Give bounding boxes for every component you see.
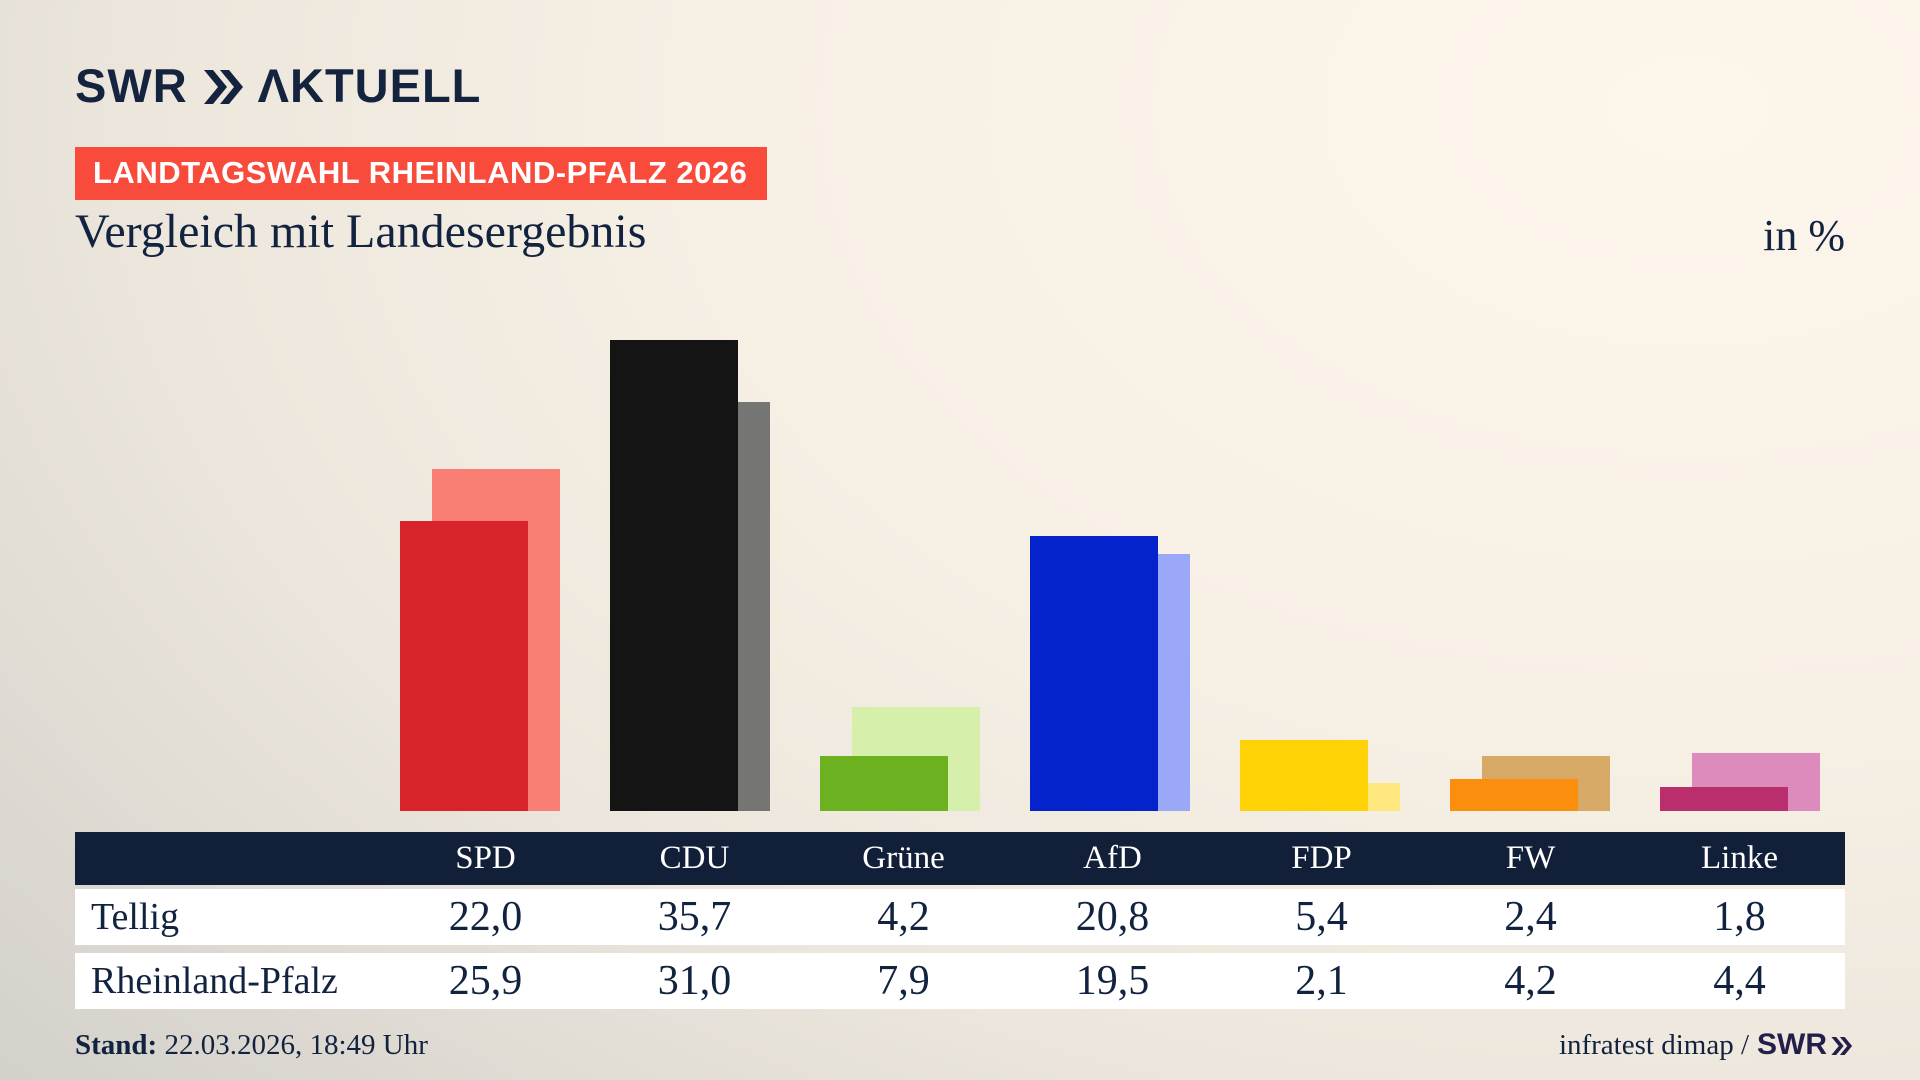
result-table: SPD CDU Grüne AfD FDP FW Linke Tellig 22,0 35,7 4… [75, 832, 1845, 1009]
header-FW: FW [1505, 840, 1556, 876]
header-FDP: FDP [1291, 840, 1352, 876]
bar-group-Linke [1660, 270, 1820, 811]
header-AfD: AfD [1083, 840, 1142, 876]
bar-Tellig-FDP [1240, 739, 1368, 811]
value-Rheinland-Pfalz-CDU: 31,0 [657, 958, 732, 1004]
value-Tellig-FDP: 5,4 [1295, 894, 1348, 940]
value-Rheinland-Pfalz-AfD: 19,5 [1075, 958, 1150, 1004]
swr-aktuell-logo: SWR ΛKTUELL [75, 58, 481, 113]
chart-title: Vergleich mit Landesergebnis [75, 205, 647, 258]
bar-Tellig-Linke [1660, 787, 1788, 811]
header-Grüne: Grüne [862, 840, 945, 876]
table-row-Rheinland-Pfalz: Rheinland-Pfalz 25,9 31,0 7,9 19,5 2,1 4,2 4,4 [75, 953, 1845, 1009]
logo-swr-text: SWR [75, 59, 188, 112]
source-swr-text: SWR [1757, 1028, 1827, 1061]
bar-chart [75, 270, 1845, 811]
header-Linke: Linke [1701, 840, 1778, 876]
logo-aktuell-text: ΛKTUELL [257, 59, 482, 112]
header-SPD: SPD [455, 840, 516, 876]
bar-group-Grüne [820, 270, 980, 811]
bar-group-FW [1450, 270, 1610, 811]
stand-value: 22.03.2026, 18:49 Uhr [164, 1028, 428, 1061]
value-Rheinland-Pfalz-Linke: 4,4 [1713, 958, 1766, 1004]
source-credit: infratest dimap / SWR [1559, 1028, 1853, 1062]
election-badge: LANDTAGSWAHL RHEINLAND-PFALZ 2026 [75, 147, 768, 200]
table-header-row: SPD CDU Grüne AfD FDP FW Linke [75, 832, 1845, 885]
value-Tellig-FW: 2,4 [1504, 894, 1557, 940]
bar-Tellig-SPD [400, 520, 528, 811]
value-Rheinland-Pfalz-SPD: 25,9 [448, 958, 523, 1004]
double-chevron-icon [1831, 1035, 1853, 1055]
source-text: infratest dimap / [1558, 1028, 1749, 1061]
bar-group-SPD [400, 270, 560, 811]
bar-group-AfD [1030, 270, 1190, 811]
bar-Tellig-AfD [1030, 536, 1158, 811]
row-label-Rheinland-Pfalz: Rheinland-Pfalz [91, 960, 338, 1002]
footer: Stand: 22.03.2026, 18:49 Uhr infratest d… [75, 1028, 1853, 1062]
stand-timestamp: Stand: 22.03.2026, 18:49 Uhr [75, 1029, 428, 1062]
value-Tellig-AfD: 20,8 [1075, 894, 1150, 940]
double-chevron-icon [198, 68, 248, 104]
stand-label: Stand: [75, 1028, 158, 1061]
value-Rheinland-Pfalz-Grüne: 7,9 [877, 958, 930, 1004]
value-Rheinland-Pfalz-FDP: 2,1 [1295, 958, 1348, 1004]
bar-Tellig-CDU [610, 339, 738, 811]
bar-group-CDU [610, 270, 770, 811]
row-label-Tellig: Tellig [91, 896, 180, 938]
value-Tellig-Grüne: 4,2 [877, 894, 930, 940]
unit-label: in % [1763, 211, 1845, 260]
bar-Tellig-Grüne [820, 755, 948, 811]
header-CDU: CDU [659, 840, 730, 876]
value-Rheinland-Pfalz-FW: 4,2 [1504, 958, 1557, 1004]
value-Tellig-Linke: 1,8 [1713, 894, 1766, 940]
bar-group-FDP [1240, 270, 1400, 811]
value-Tellig-CDU: 35,7 [657, 894, 732, 940]
bar-Tellig-FW [1450, 779, 1578, 811]
value-Tellig-SPD: 22,0 [448, 894, 523, 940]
source-swr-logo: SWR [1757, 1028, 1853, 1062]
table-row-Tellig: Tellig 22,0 35,7 4,2 20,8 5,4 2,4 1,8 [75, 889, 1845, 945]
